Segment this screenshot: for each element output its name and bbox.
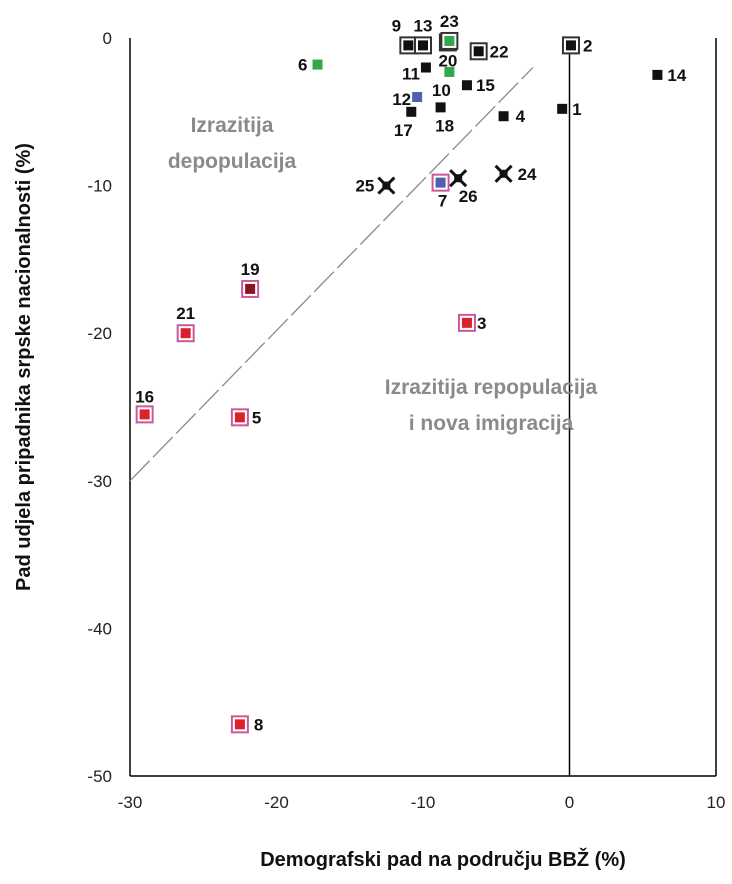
data-point-7: 7 bbox=[431, 173, 450, 211]
y-tick-label: 0 bbox=[103, 29, 112, 48]
data-point-14: 14 bbox=[652, 66, 687, 85]
region-label: i nova imigracija bbox=[409, 412, 574, 435]
reference-line-group bbox=[129, 67, 534, 482]
data-point-5: 5 bbox=[230, 408, 261, 427]
point-label: 19 bbox=[241, 260, 260, 279]
reference-line bbox=[129, 67, 534, 482]
point-label: 26 bbox=[459, 187, 478, 206]
point-label: 8 bbox=[254, 715, 263, 734]
point-label: 21 bbox=[176, 304, 195, 323]
point-marker bbox=[312, 59, 323, 70]
data-point-24: 24 bbox=[494, 164, 537, 184]
point-marker bbox=[403, 40, 414, 51]
data-point-12: 12 bbox=[392, 90, 423, 109]
x-tick-label: -10 bbox=[411, 793, 436, 812]
point-marker bbox=[498, 111, 509, 122]
y-tick-label: -20 bbox=[87, 324, 112, 343]
point-label: 15 bbox=[476, 76, 495, 95]
y-tick-label: -50 bbox=[87, 767, 112, 786]
point-label: 20 bbox=[438, 51, 457, 70]
data-point-26: 26 bbox=[449, 169, 478, 206]
point-label: 23 bbox=[440, 12, 459, 31]
point-label: 14 bbox=[667, 66, 686, 85]
point-label: 10 bbox=[432, 81, 451, 100]
point-label: 7 bbox=[438, 192, 447, 211]
point-marker bbox=[420, 62, 431, 73]
point-label: 6 bbox=[298, 56, 307, 75]
data-point-17: 17 bbox=[394, 106, 417, 140]
point-label: 5 bbox=[252, 408, 261, 427]
point-marker bbox=[444, 35, 455, 46]
data-point-15: 15 bbox=[461, 76, 495, 95]
data-point-4: 4 bbox=[498, 107, 526, 126]
point-label: 17 bbox=[394, 121, 413, 140]
point-marker bbox=[412, 92, 423, 103]
y-tick-label: -10 bbox=[87, 177, 112, 196]
point-label: 9 bbox=[392, 16, 401, 35]
data-point-13: 13 bbox=[414, 16, 433, 55]
point-marker bbox=[652, 69, 663, 80]
point-label: 22 bbox=[490, 42, 509, 61]
data-point-3: 3 bbox=[457, 313, 486, 333]
point-label: 4 bbox=[516, 107, 526, 126]
point-label: 11 bbox=[402, 65, 420, 84]
point-label: 2 bbox=[583, 36, 592, 55]
point-label: 25 bbox=[355, 177, 374, 196]
point-label: 16 bbox=[135, 387, 154, 406]
data-point-22: 22 bbox=[469, 42, 509, 61]
axes: -30 -20 -10 0 10 0 -10 -20 -30 -40 -50 bbox=[87, 29, 725, 812]
region-label: depopulacija bbox=[168, 150, 297, 173]
point-marker bbox=[499, 169, 508, 178]
data-point-21: 21 bbox=[176, 304, 195, 343]
region-label: Izrazitija repopulacija bbox=[385, 376, 598, 399]
point-label: 1 bbox=[572, 100, 581, 119]
point-marker bbox=[406, 106, 417, 117]
y-tick-label: -40 bbox=[87, 619, 112, 638]
data-point-10: 10 bbox=[432, 66, 455, 100]
point-marker bbox=[444, 66, 455, 77]
data-point-18: 18 bbox=[435, 102, 454, 135]
point-marker bbox=[557, 103, 568, 114]
point-marker bbox=[461, 80, 472, 91]
y-axis-title: Pad udjela pripadnika srpske nacionalnos… bbox=[13, 143, 35, 591]
point-label: 3 bbox=[477, 314, 486, 333]
point-label: 24 bbox=[518, 165, 537, 184]
data-point-8: 8 bbox=[230, 715, 263, 734]
point-marker bbox=[139, 409, 150, 420]
point-marker bbox=[382, 181, 391, 190]
point-marker bbox=[461, 317, 472, 328]
y-tick-label: -30 bbox=[87, 472, 112, 491]
point-label: 18 bbox=[435, 116, 454, 135]
x-tick-label: 0 bbox=[565, 793, 574, 812]
data-point-19: 19 bbox=[241, 260, 260, 298]
point-marker bbox=[565, 40, 576, 51]
point-marker bbox=[234, 719, 245, 730]
point-marker bbox=[435, 177, 446, 188]
x-tick-label: 10 bbox=[707, 793, 726, 812]
point-marker bbox=[418, 40, 428, 51]
data-point-1: 1 bbox=[557, 100, 582, 119]
x-axis-title: Demografski pad na području BBŽ (%) bbox=[260, 847, 626, 871]
data-point-6: 6 bbox=[298, 56, 323, 75]
data-point-2: 2 bbox=[561, 36, 592, 55]
point-marker bbox=[454, 174, 463, 183]
point-marker bbox=[435, 102, 446, 113]
region-labels: Izrazitija depopulacija Izrazitija repopul… bbox=[168, 114, 598, 435]
data-point-25: 25 bbox=[355, 176, 396, 196]
point-marker bbox=[180, 328, 191, 339]
data-point-16: 16 bbox=[135, 387, 154, 424]
data-point-11: 11 bbox=[402, 62, 431, 84]
point-label: 13 bbox=[414, 16, 433, 35]
data-point-23: 23 bbox=[440, 12, 459, 50]
x-tick-label: -30 bbox=[118, 793, 143, 812]
point-marker bbox=[234, 412, 245, 423]
point-marker bbox=[245, 283, 256, 294]
point-label: 12 bbox=[392, 90, 411, 109]
region-label: Izrazitija bbox=[191, 114, 274, 137]
x-tick-label: -20 bbox=[264, 793, 289, 812]
point-marker bbox=[473, 46, 484, 57]
